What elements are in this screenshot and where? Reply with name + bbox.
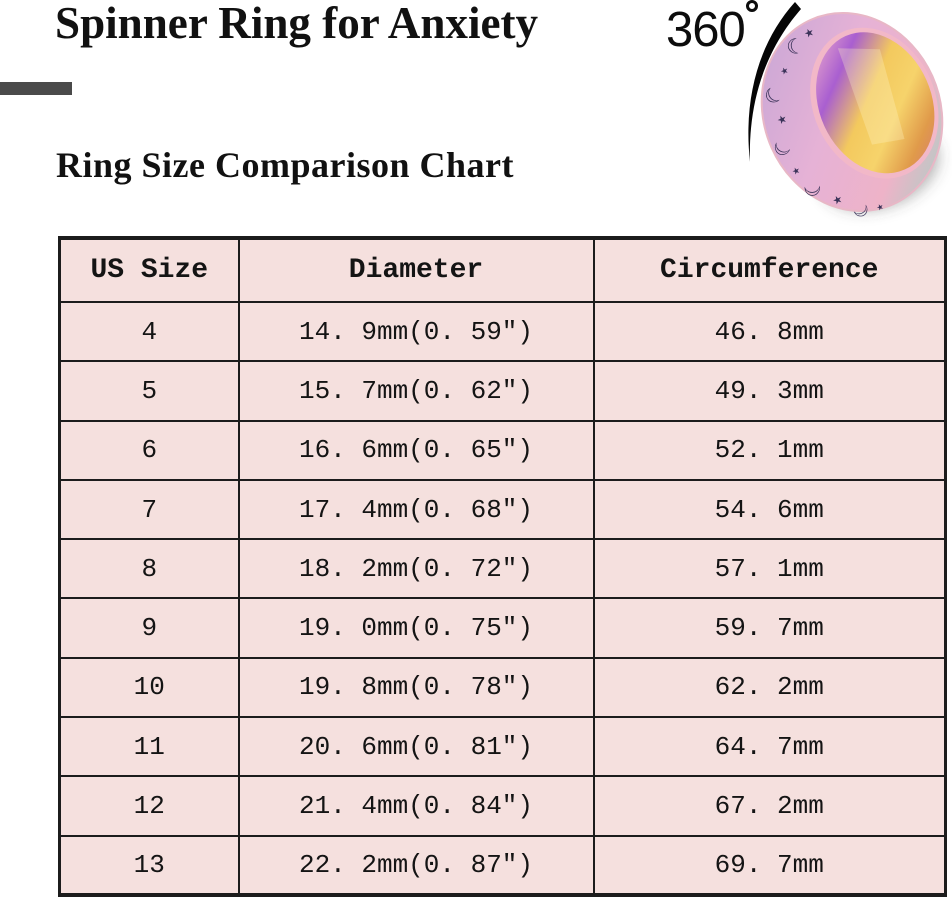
table-header-row: US Size Diameter Circumference — [58, 237, 947, 303]
diameter-cell: 18. 2mm(0. 72″) — [237, 538, 595, 600]
ring-size-table: US Size Diameter Circumference 4 14. 9mm(… — [58, 236, 947, 897]
table-row: 11 20. 6mm(0. 81″) 64. 7mm — [58, 716, 947, 778]
svg-text:★: ★ — [875, 202, 885, 213]
us-size-cell: 12 — [58, 775, 240, 837]
table-row: 9 19. 0mm(0. 75″) 59. 7mm — [58, 597, 947, 659]
diameter-cell: 14. 9mm(0. 59″) — [237, 300, 595, 363]
us-size-cell: 5 — [58, 360, 240, 422]
diameter-cell: 15. 7mm(0. 62″) — [237, 360, 595, 422]
table-row: 12 21. 4mm(0. 84″) 67. 2mm — [58, 775, 947, 837]
circumference-cell: 69. 7mm — [592, 834, 947, 897]
column-header-us-size: US Size — [58, 237, 240, 303]
table-header: US Size Diameter Circumference — [58, 237, 947, 303]
column-header-circumference: Circumference — [592, 237, 947, 303]
circumference-cell: 64. 7mm — [592, 716, 947, 778]
table-row: 4 14. 9mm(0. 59″) 46. 8mm — [58, 300, 947, 363]
circumference-cell: 54. 6mm — [592, 478, 947, 541]
table-row: 7 17. 4mm(0. 68″) 54. 6mm — [58, 478, 947, 541]
column-header-diameter: Diameter — [237, 237, 595, 303]
diameter-cell: 19. 0mm(0. 75″) — [237, 597, 595, 659]
table-row: 13 22. 2mm(0. 87″) 69. 7mm — [58, 834, 947, 897]
chart-title: Ring Size Comparison Chart — [56, 145, 515, 185]
diameter-cell: 21. 4mm(0. 84″) — [237, 775, 595, 837]
diameter-cell: 20. 6mm(0. 81″) — [237, 716, 595, 778]
svg-text:★: ★ — [779, 66, 790, 78]
diameter-cell: 19. 8mm(0. 78″) — [237, 656, 595, 719]
us-size-cell: 9 — [58, 597, 240, 659]
circumference-cell: 57. 1mm — [592, 538, 947, 600]
us-size-cell: 10 — [58, 656, 240, 719]
us-size-cell: 13 — [58, 834, 240, 897]
us-size-cell: 6 — [58, 419, 240, 481]
table-row: 10 19. 8mm(0. 78″) 62. 2mm — [58, 656, 947, 719]
page-title: Spinner Ring for Anxiety — [55, 0, 539, 48]
spinner-ring-image: ☾ ☾ ☾ ☾ ☾ ★ ★ ★ ★ ★ ★ — [748, 2, 944, 222]
circumference-cell: 62. 2mm — [592, 656, 947, 719]
rotation-value: 360 — [666, 3, 746, 57]
us-size-cell: 8 — [58, 538, 240, 600]
diameter-cell: 17. 4mm(0. 68″) — [237, 478, 595, 541]
us-size-cell: 7 — [58, 478, 240, 541]
rotation-360-label: 360 — [666, 0, 758, 58]
table-row: 8 18. 2mm(0. 72″) 57. 1mm — [58, 538, 947, 600]
us-size-cell: 11 — [58, 716, 240, 778]
circumference-cell: 67. 2mm — [592, 775, 947, 837]
circumference-cell: 49. 3mm — [592, 360, 947, 422]
table-row: 5 15. 7mm(0. 62″) 49. 3mm — [58, 360, 947, 422]
rotation-arc-icon — [748, 2, 801, 162]
degree-icon — [745, 0, 758, 12]
table-row: 6 16. 6mm(0. 65″) 52. 1mm — [58, 419, 947, 481]
table-body: 4 14. 9mm(0. 59″) 46. 8mm 5 15. 7mm(0. 62″) 4… — [58, 300, 947, 897]
circumference-cell: 59. 7mm — [592, 597, 947, 659]
svg-text:☾: ☾ — [800, 178, 825, 198]
accent-bar — [0, 82, 72, 95]
svg-text:★: ★ — [791, 166, 802, 178]
diameter-cell: 16. 6mm(0. 65″) — [237, 419, 595, 481]
svg-text:☾: ☾ — [785, 34, 806, 60]
circumference-cell: 46. 8mm — [592, 300, 947, 363]
us-size-cell: 4 — [58, 300, 240, 363]
diameter-cell: 22. 2mm(0. 87″) — [237, 834, 595, 897]
circumference-cell: 52. 1mm — [592, 419, 947, 481]
